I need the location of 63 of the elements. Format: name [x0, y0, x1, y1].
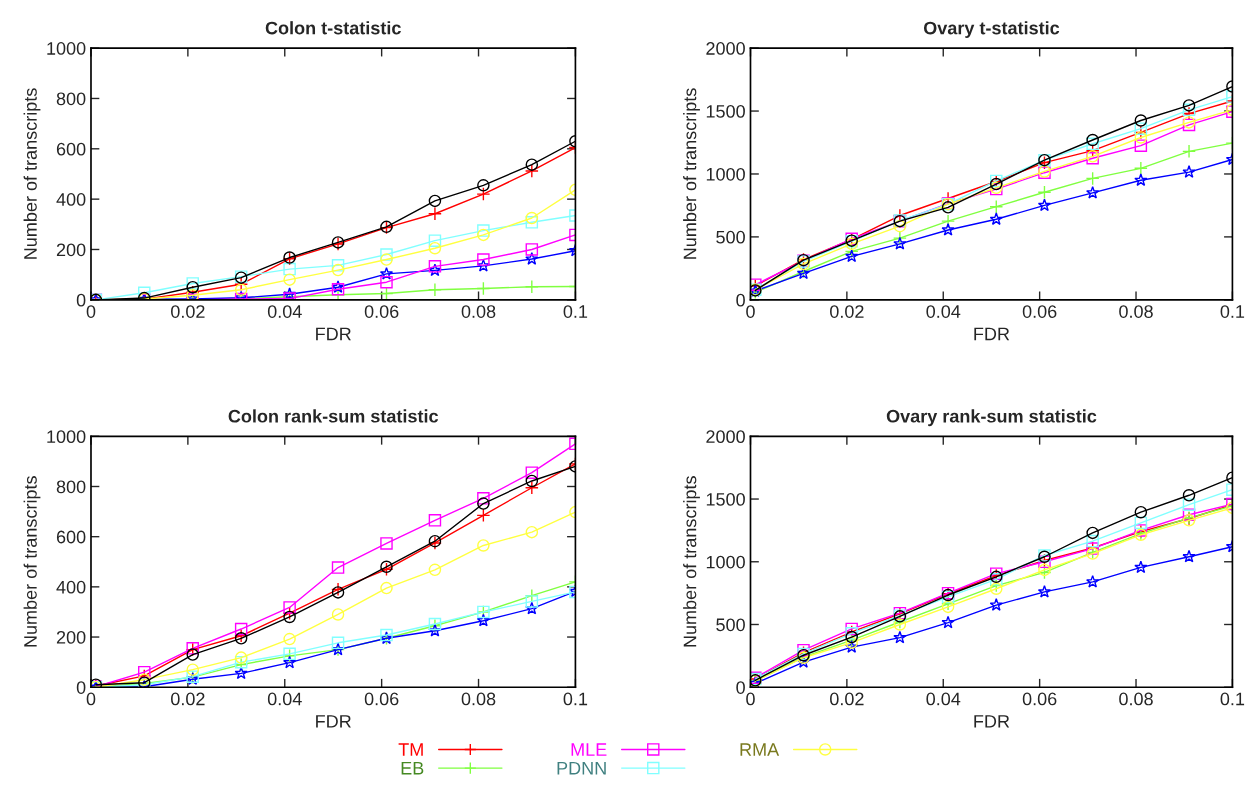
- x-tick-label: 0.02: [830, 692, 864, 706]
- x-tick-label: 0.08: [1119, 305, 1153, 318]
- y-tick-label: 2000: [706, 430, 745, 444]
- y-tick-label: 0: [76, 681, 86, 694]
- y-tick-label: 1500: [706, 492, 745, 506]
- y-tick-label: 400: [56, 580, 86, 594]
- y-tick-label: 0: [736, 681, 745, 694]
- legend-label: MLE: [571, 743, 607, 756]
- x-tick-label: 0.1: [563, 305, 588, 318]
- x-tick-label: 0.08: [461, 305, 496, 318]
- x-tick-label: 0.04: [267, 692, 302, 706]
- y-tick-label: 1000: [47, 42, 86, 55]
- x-axis-title: FDR: [974, 715, 1010, 728]
- chart-title: Ovary t-statistic: [923, 21, 1060, 38]
- x-tick-label: 0.04: [926, 692, 961, 706]
- x-tick-label: 0.08: [1119, 692, 1153, 706]
- x-tick-label: 0.06: [364, 692, 399, 706]
- x-tick-label: 0.04: [926, 305, 961, 318]
- x-tick-label: 0: [746, 305, 755, 318]
- x-tick-label: 0: [86, 305, 96, 318]
- y-tick-label: 0: [736, 293, 745, 307]
- y-tick-label: 1000: [47, 430, 86, 444]
- x-tick-label: 0: [86, 692, 96, 706]
- y-tick-label: 600: [56, 142, 86, 156]
- y-tick-label: 200: [56, 243, 86, 257]
- x-tick-label: 0.1: [563, 692, 588, 706]
- y-tick-label: 800: [56, 480, 86, 494]
- x-axis-title: FDR: [316, 327, 351, 341]
- x-tick-label: 0.02: [171, 305, 205, 318]
- chart-title: Ovary rank-sum statistic: [886, 409, 1097, 427]
- x-axis-title: FDR: [974, 327, 1010, 341]
- y-tick-label: 2000: [706, 42, 745, 55]
- y-axis-title: Number of transcripts: [683, 476, 700, 647]
- y-tick-label: 500: [716, 230, 745, 244]
- legend-label: EB: [401, 762, 424, 775]
- y-tick-label: 200: [56, 630, 86, 644]
- y-axis-title: Number of transcripts: [23, 88, 41, 259]
- x-tick-label: 0: [746, 692, 755, 706]
- y-tick-label: 0: [76, 293, 86, 307]
- x-tick-label: 0.06: [1022, 692, 1057, 706]
- chart-title: Colon t-statistic: [265, 21, 401, 35]
- legend-label: TM: [398, 743, 423, 756]
- x-tick-label: 0.1: [1220, 692, 1245, 706]
- y-tick-label: 800: [56, 92, 86, 106]
- legend-label: RMA: [740, 743, 780, 756]
- x-tick-label: 0.02: [830, 305, 864, 318]
- y-tick-label: 500: [716, 618, 745, 632]
- x-tick-label: 0.06: [364, 305, 399, 318]
- y-axis-title: Number of transcripts: [683, 88, 700, 259]
- x-tick-label: 0.02: [171, 692, 205, 706]
- x-tick-label: 0.1: [1220, 305, 1245, 318]
- chart-title: Colon rank-sum statistic: [228, 409, 439, 423]
- legend-label: PDNN: [557, 762, 606, 775]
- y-tick-label: 600: [56, 530, 86, 544]
- x-tick-label: 0.06: [1022, 305, 1057, 318]
- x-tick-label: 0.04: [267, 305, 302, 318]
- x-axis-title: FDR: [316, 715, 351, 728]
- y-tick-label: 1000: [706, 167, 745, 181]
- x-tick-label: 0.08: [461, 692, 496, 706]
- y-tick-label: 1500: [706, 104, 745, 118]
- y-axis-title: Number of transcripts: [23, 476, 41, 647]
- y-tick-label: 1000: [706, 555, 745, 569]
- y-tick-label: 400: [56, 193, 86, 206]
